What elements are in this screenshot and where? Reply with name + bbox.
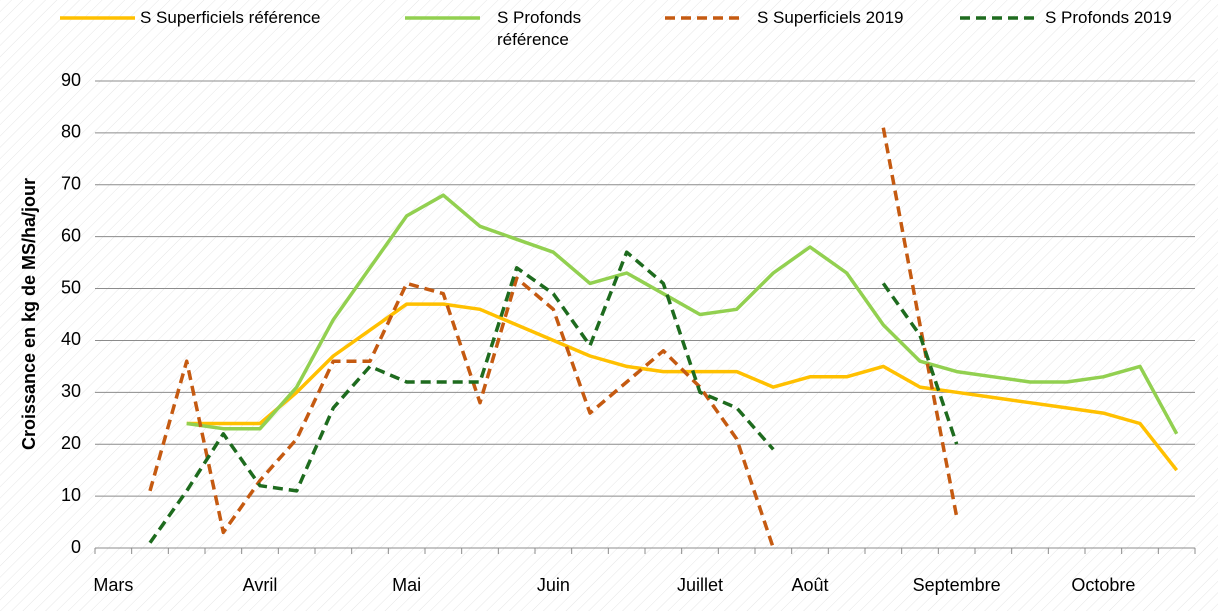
- y-tick-label: 50: [61, 277, 81, 297]
- y-tick-label: 20: [61, 433, 81, 453]
- x-tick-label: Juillet: [677, 575, 723, 595]
- y-tick-label: 80: [61, 122, 81, 142]
- x-tick-label: Juin: [537, 575, 570, 595]
- legend-label: S Profonds référence: [497, 8, 582, 49]
- y-tick-label: 0: [71, 537, 81, 557]
- x-tick-label: Mai: [392, 575, 421, 595]
- y-tick-label: 10: [61, 485, 81, 505]
- y-tick-label: 70: [61, 174, 81, 194]
- y-axis-label: Croissance en kg de MS/ha/jour: [19, 178, 39, 450]
- y-tick-label: 60: [61, 225, 81, 245]
- series-line: [186, 193, 1179, 435]
- series-line: [148, 127, 959, 549]
- y-tick-label: 40: [61, 329, 81, 349]
- series-line: [186, 302, 1179, 472]
- legend-label: S Superficiels référence: [140, 8, 321, 27]
- x-tick-label: Avril: [243, 575, 278, 595]
- x-tick-label: Septembre: [913, 575, 1001, 595]
- y-tick-label: 30: [61, 381, 81, 401]
- x-tick-label: Octobre: [1071, 575, 1135, 595]
- legend-label: S Superficiels 2019: [757, 8, 904, 27]
- series-line: [148, 250, 959, 544]
- y-tick-label: 90: [61, 70, 81, 90]
- x-tick-label: Mars: [93, 575, 133, 595]
- legend-label: S Profonds 2019: [1045, 8, 1172, 27]
- x-tick-label: Août: [791, 575, 828, 595]
